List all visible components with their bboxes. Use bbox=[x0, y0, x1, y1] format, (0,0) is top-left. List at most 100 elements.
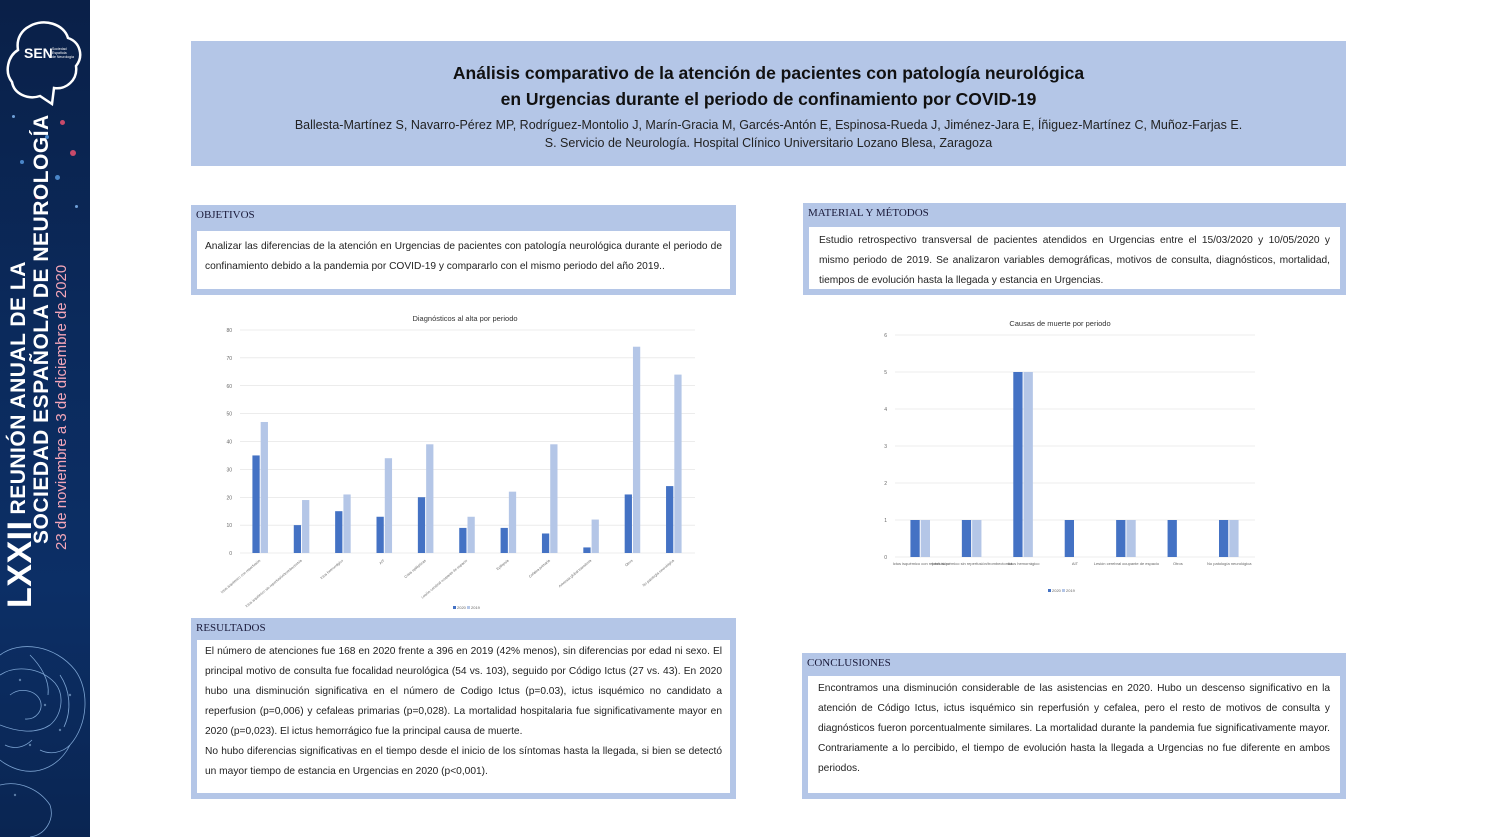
legend-label: 2020 bbox=[457, 605, 467, 610]
decor-dot bbox=[20, 160, 24, 164]
x-tick-label: Ictus isquémico sin reperfusión/trombect… bbox=[932, 561, 1013, 566]
legend-label: 2020 bbox=[1052, 588, 1062, 593]
x-tick-label: Otros bbox=[1173, 561, 1183, 566]
x-tick-label: Otros bbox=[624, 559, 633, 568]
x-tick-label: Ictus isquémico con reperfusión bbox=[220, 559, 261, 595]
legend-label: 2019 bbox=[471, 605, 481, 610]
resultados-heading: RESULTADOS bbox=[196, 622, 266, 634]
y-tick-label: 30 bbox=[226, 467, 232, 473]
decor-dot bbox=[12, 115, 15, 118]
bar-2020 bbox=[666, 486, 674, 553]
resultados-section: RESULTADOS El número de atenciones fue 1… bbox=[191, 618, 736, 799]
poster-title-line1: Análisis comparativo de la atención de p… bbox=[452, 63, 1085, 83]
x-tick-label: Epilepsia bbox=[496, 559, 510, 571]
y-tick-label: 1 bbox=[884, 518, 887, 524]
decor-dot bbox=[75, 205, 78, 208]
bar-2020 bbox=[252, 455, 260, 553]
bar-2020 bbox=[583, 547, 591, 553]
bar-2019 bbox=[1229, 520, 1239, 557]
sen-logo-icon: SEN Sociedad Española de Neurología bbox=[6, 21, 82, 107]
bar-2020 bbox=[541, 533, 550, 553]
x-tick-label: No patología neurológica bbox=[642, 559, 675, 588]
x-tick-label: Lesión cerebral ocupante de espacio bbox=[421, 559, 469, 600]
bar-2020 bbox=[624, 494, 632, 553]
y-tick-label: 70 bbox=[226, 356, 232, 362]
poster-header: Análisis comparativo de la atención de p… bbox=[191, 41, 1346, 166]
brain-illustration-icon bbox=[0, 646, 86, 837]
material-section: MATERIAL Y MÉTODOS Estudio retrospectivo… bbox=[803, 203, 1346, 295]
legend-swatch-2019 bbox=[1062, 589, 1065, 592]
resultados-text: El número de atenciones fue 168 en 2020 … bbox=[197, 640, 730, 793]
bar-2019 bbox=[674, 374, 682, 553]
bar-2020 bbox=[335, 511, 343, 553]
congress-line1: REUNIÓN ANUAL DE LA bbox=[7, 261, 30, 515]
bar-2020 bbox=[1116, 520, 1126, 557]
congress-line2: SOCIEDAD ESPAÑOLA DE NEUROLOGÍA bbox=[30, 114, 53, 544]
y-tick-label: 50 bbox=[226, 412, 232, 418]
y-tick-label: 60 bbox=[226, 384, 232, 390]
y-tick-label: 2 bbox=[884, 481, 887, 487]
x-tick-label: Ictus hemorrágico bbox=[1008, 561, 1041, 566]
x-tick-label: Ictus isquémico con reperfusión bbox=[893, 561, 949, 566]
bar-2020 bbox=[293, 525, 302, 553]
conclusiones-heading: CONCLUSIONES bbox=[807, 657, 891, 669]
decor-dot bbox=[35, 195, 39, 199]
bar-2019 bbox=[467, 516, 475, 553]
y-tick-label: 10 bbox=[226, 523, 232, 529]
bar-2020 bbox=[1219, 520, 1229, 557]
x-tick-label: Amnesia global transitoria bbox=[558, 559, 592, 589]
decor-dot bbox=[60, 120, 65, 125]
y-tick-label: 20 bbox=[226, 495, 232, 501]
bar-2019 bbox=[550, 444, 558, 553]
resultados-para1: El número de atenciones fue 168 en 2020 … bbox=[205, 646, 722, 737]
decor-dot bbox=[70, 150, 76, 156]
y-tick-label: 0 bbox=[229, 551, 232, 557]
x-tick-label: AIT bbox=[379, 558, 386, 565]
y-tick-label: 80 bbox=[226, 328, 232, 334]
bar-2019 bbox=[384, 458, 393, 553]
objetivos-heading: OBJETIVOS bbox=[196, 209, 255, 221]
bar-2019 bbox=[508, 491, 517, 553]
objetivos-section: OBJETIVOS Analizar las diferencias de la… bbox=[191, 205, 736, 295]
bar-2020 bbox=[500, 527, 508, 553]
legend-swatch-2020 bbox=[1048, 589, 1051, 592]
bar-2019 bbox=[920, 520, 930, 557]
bar-2020 bbox=[961, 520, 972, 557]
chart-diagnosticos: Diagnósticos al alta por periodo 0 10 20 30 4… bbox=[195, 305, 735, 615]
y-tick-label: 5 bbox=[884, 370, 887, 376]
logo-small-text: Sociedad Española de Neurología bbox=[52, 47, 74, 59]
conclusiones-text: Encontramos una disminución considerable… bbox=[808, 676, 1340, 793]
congress-dates: 23 de noviembre a 3 de diciembre de 2020 bbox=[53, 264, 70, 550]
material-heading: MATERIAL Y MÉTODOS bbox=[808, 207, 929, 219]
conclusiones-section: CONCLUSIONES Encontramos una disminución… bbox=[802, 653, 1346, 799]
x-tick-label: Ictus hemorrágico bbox=[320, 559, 344, 580]
bar-2020 bbox=[910, 520, 920, 557]
bar-2019 bbox=[260, 421, 268, 553]
bar-2019 bbox=[426, 444, 434, 553]
resultados-para2: No hubo diferencias significativas en el… bbox=[205, 746, 722, 777]
x-tick-label: No patología neurológica bbox=[1207, 561, 1252, 566]
x-tick-label: AIT bbox=[1072, 561, 1079, 566]
bar-2020 bbox=[1013, 372, 1023, 557]
chart-title: Diagnósticos al alta por periodo bbox=[412, 314, 517, 323]
bar-2019 bbox=[302, 500, 310, 553]
logo-text: SEN bbox=[24, 45, 53, 61]
legend-swatch-2019 bbox=[467, 606, 470, 609]
y-tick-label: 3 bbox=[884, 444, 887, 450]
objetivos-text: Analizar las diferencias de la atención … bbox=[197, 231, 730, 289]
congress-banner: LXXIIREUNIÓN ANUAL DE LA SOCIEDAD ESPAÑO… bbox=[1, 28, 71, 608]
bar-2020 bbox=[459, 527, 467, 553]
x-tick-label: Crisis epilépticas bbox=[404, 559, 427, 580]
x-tick-label: Lesión cerebral ocupante de espacio bbox=[1094, 561, 1160, 566]
bar-2020 bbox=[1064, 520, 1074, 557]
chart-title: Causas de muerte por periodo bbox=[1009, 319, 1110, 328]
bar-2020 bbox=[1167, 520, 1177, 557]
authors: Ballesta-Martínez S, Navarro-Pérez MP, R… bbox=[294, 118, 1243, 132]
poster-title-line2: en Urgencias durante el periodo de confi… bbox=[500, 89, 1037, 109]
decor-dot bbox=[45, 135, 49, 139]
sidebar: SEN Sociedad Española de Neurología LXXIIR… bbox=[0, 0, 90, 837]
y-tick-label: 0 bbox=[884, 555, 887, 561]
legend-label: 2019 bbox=[1066, 588, 1076, 593]
y-tick-label: 40 bbox=[226, 440, 232, 446]
affiliation: S. Servicio de Neurología. Hospital Clín… bbox=[544, 136, 993, 150]
